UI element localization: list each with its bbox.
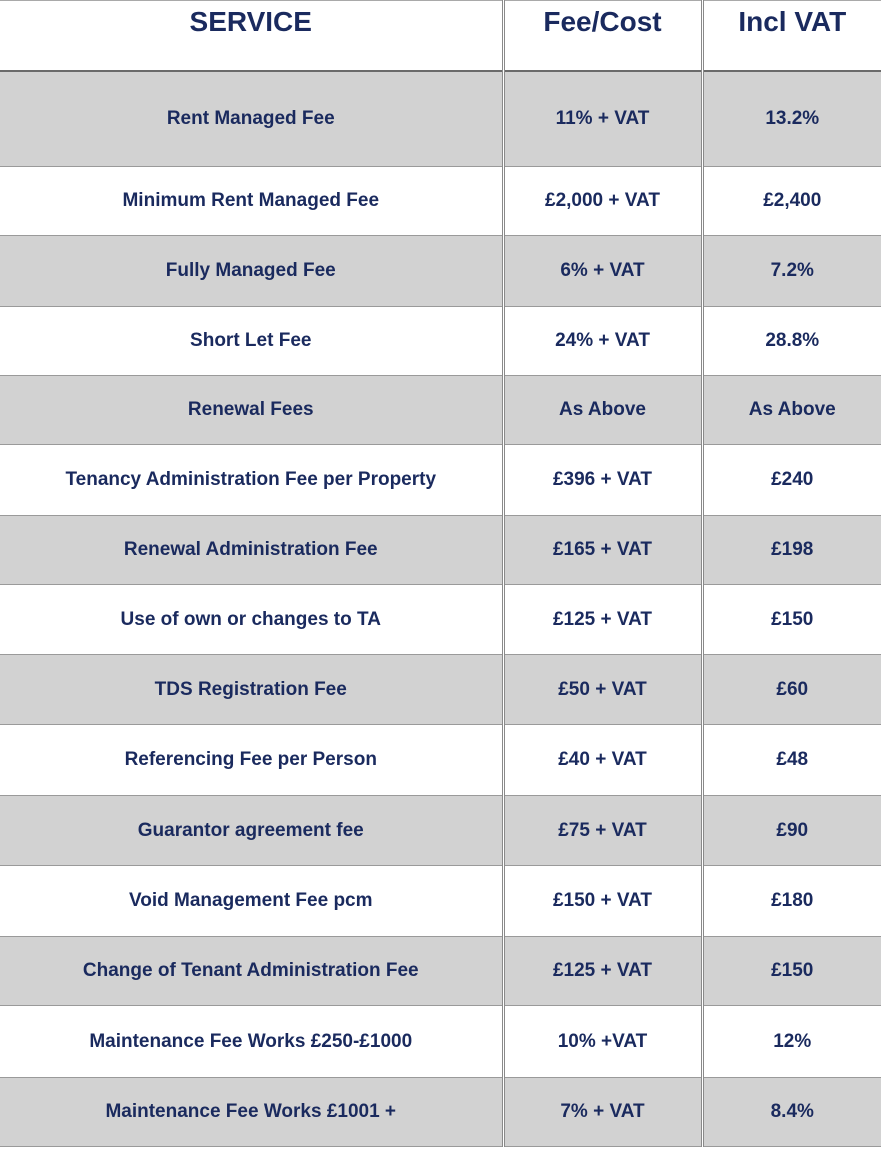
service-cell: Fully Managed Fee <box>0 235 503 307</box>
incl-vat-cell: £180 <box>700 865 881 937</box>
incl-vat-cell: £2,400 <box>700 166 881 236</box>
table-row: Void Management Fee pcm £150 + VAT £180 <box>0 865 881 937</box>
fee-cost-cell: 10% +VAT <box>501 1005 702 1078</box>
incl-vat-cell: £198 <box>700 515 881 585</box>
incl-vat-cell: 12% <box>700 1005 881 1078</box>
table-row: Rent Managed Fee 11% + VAT 13.2% <box>0 70 881 167</box>
fee-cost-cell: £40 + VAT <box>501 724 702 796</box>
service-cell: Renewal Administration Fee <box>0 515 503 585</box>
table-row: Use of own or changes to TA £125 + VAT £15… <box>0 584 881 655</box>
fee-cost-cell: £75 + VAT <box>501 795 702 866</box>
table-body: Rent Managed Fee 11% + VAT 13.2% Minimum Re… <box>0 70 881 1147</box>
incl-vat-cell: 8.4% <box>700 1077 881 1147</box>
fee-cost-cell: 7% + VAT <box>501 1077 702 1147</box>
table-row: Referencing Fee per Person £40 + VAT £48 <box>0 724 881 796</box>
header-service: SERVICE <box>0 0 503 72</box>
service-cell: Maintenance Fee Works £1001 + <box>0 1077 503 1147</box>
service-cell: Change of Tenant Administration Fee <box>0 936 503 1006</box>
incl-vat-cell: 13.2% <box>700 70 881 167</box>
incl-vat-cell: £150 <box>700 584 881 655</box>
service-cell: Renewal Fees <box>0 375 503 445</box>
incl-vat-cell: £90 <box>700 795 881 866</box>
table-row: Short Let Fee 24% + VAT 28.8% <box>0 306 881 376</box>
header-incl-vat: Incl VAT <box>700 0 881 72</box>
header-row: SERVICE Fee/Cost Incl VAT <box>0 0 881 72</box>
table-row: Fully Managed Fee 6% + VAT 7.2% <box>0 235 881 307</box>
service-cell: Minimum Rent Managed Fee <box>0 166 503 236</box>
service-cell: Use of own or changes to TA <box>0 584 503 655</box>
service-cell: Guarantor agreement fee <box>0 795 503 866</box>
service-cell: Maintenance Fee Works £250-£1000 <box>0 1005 503 1078</box>
service-cell: Rent Managed Fee <box>0 70 503 167</box>
header-fee-cost: Fee/Cost <box>501 0 702 72</box>
service-cell: Tenancy Administration Fee per Property <box>0 444 503 516</box>
incl-vat-cell: £60 <box>700 654 881 725</box>
service-cell: TDS Registration Fee <box>0 654 503 725</box>
service-cell: Void Management Fee pcm <box>0 865 503 937</box>
table-row: Guarantor agreement fee £75 + VAT £90 <box>0 795 881 866</box>
fee-cost-cell: £125 + VAT <box>501 936 702 1006</box>
incl-vat-cell: 28.8% <box>700 306 881 376</box>
fee-cost-cell: £125 + VAT <box>501 584 702 655</box>
table-row: Tenancy Administration Fee per Property £… <box>0 444 881 516</box>
fee-cost-cell: £50 + VAT <box>501 654 702 725</box>
incl-vat-cell: As Above <box>700 375 881 445</box>
fee-cost-cell: 24% + VAT <box>501 306 702 376</box>
incl-vat-cell: 7.2% <box>700 235 881 307</box>
table-row: Maintenance Fee Works £1001 +7% + VAT 8.4… <box>0 1077 881 1147</box>
fee-cost-cell: 11% + VAT <box>501 70 702 167</box>
table-row: Renewal Administration Fee £165 + VAT £198 <box>0 515 881 585</box>
fee-cost-cell: £150 + VAT <box>501 865 702 937</box>
fee-cost-cell: £396 + VAT <box>501 444 702 516</box>
table-row: Minimum Rent Managed Fee £2,000 + VAT £2,4… <box>0 166 881 236</box>
incl-vat-cell: £48 <box>700 724 881 796</box>
fee-cost-cell: £165 + VAT <box>501 515 702 585</box>
service-cell: Short Let Fee <box>0 306 503 376</box>
table-header: SERVICE Fee/Cost Incl VAT <box>0 0 881 72</box>
fee-cost-cell: As Above <box>501 375 702 445</box>
table-row: Change of Tenant Administration Fee £125 … <box>0 936 881 1006</box>
table-row: TDS Registration Fee £50 + VAT £60 <box>0 654 881 725</box>
service-cell: Referencing Fee per Person <box>0 724 503 796</box>
table-row: Renewal Fees As Above As Above <box>0 375 881 445</box>
fee-cost-cell: £2,000 + VAT <box>501 166 702 236</box>
incl-vat-cell: £150 <box>700 936 881 1006</box>
table-row: Maintenance Fee Works £250-£1000 10% +VAT… <box>0 1005 881 1078</box>
incl-vat-cell: £240 <box>700 444 881 516</box>
fee-cost-cell: 6% + VAT <box>501 235 702 307</box>
